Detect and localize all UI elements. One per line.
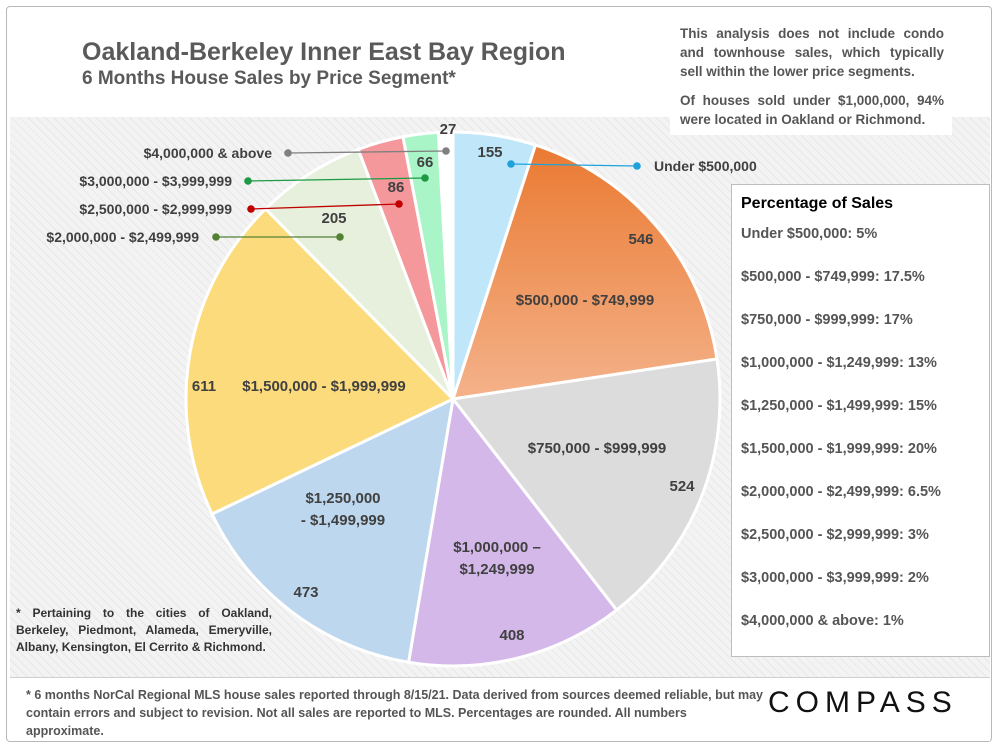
callout-leader-line — [250, 203, 400, 210]
percentage-item: $1,000,000 - $1,249,999: 13% — [741, 355, 937, 371]
pie-slice — [264, 147, 455, 401]
callout-label: Under $500,000 — [654, 158, 757, 174]
percentage-item: $500,000 - $749,999: 17.5% — [741, 269, 925, 285]
slice-category-label: $1,500,000 - $1,999,999 — [242, 378, 405, 395]
pie-slice — [210, 397, 455, 664]
footer: * 6 months NorCal Regional MLS house sal… — [10, 677, 990, 741]
slice-value-label: 205 — [321, 210, 346, 227]
percentage-item: $4,000,000 & above: 1% — [741, 613, 904, 629]
note-paragraph: This analysis does not include condo and… — [680, 26, 944, 79]
percentage-item: Under $500,000: 5% — [741, 226, 878, 242]
slice-value-label: 27 — [440, 121, 457, 138]
callout-leader-line — [510, 163, 638, 167]
pie-slice — [451, 143, 719, 401]
slice-value-label: 611 — [192, 378, 216, 395]
percentage-of-sales-box: Percentage of Sales Under $500,000: 5% $… — [731, 184, 990, 657]
callout-label: $2,000,000 - $2,499,999 — [46, 229, 199, 245]
callout-label: $4,000,000 & above — [144, 145, 273, 161]
callout-marker — [247, 205, 255, 213]
percentage-item: $3,000,000 - $3,999,999: 2% — [741, 570, 929, 586]
percentage-item: $1,500,000 - $1,999,999: 20% — [741, 441, 937, 457]
chart-title: Oakland-Berkeley Inner East Bay Region — [82, 38, 566, 66]
slice-category-label: $500,000 - $749,999 — [516, 292, 654, 309]
slice-value-label: 524 — [669, 478, 695, 495]
slice-category-label: $1,000,000 – $1,249,999 — [453, 539, 541, 578]
note-paragraph: Of houses sold under $1,000,000, 94% wer… — [680, 93, 944, 127]
compass-logo: COMPASS — [768, 686, 958, 719]
percentage-box-title: Percentage of Sales — [741, 195, 894, 212]
callout-marker — [507, 160, 515, 168]
cities-footnote: * Pertaining to the cities of Oakland, B… — [16, 606, 272, 654]
slice-value-label: 155 — [477, 144, 502, 161]
callout-marker — [442, 147, 450, 155]
callout-label: $2,500,000 - $2,999,999 — [79, 201, 232, 217]
callout-leader-line — [247, 177, 426, 182]
callout-marker — [395, 200, 403, 208]
slice-category-label: $750,000 - $999,999 — [528, 440, 666, 457]
analysis-note: This analysis does not include condo and… — [670, 20, 952, 135]
callout-marker — [244, 177, 252, 185]
footer-disclaimer: * 6 months NorCal Regional MLS house sal… — [26, 688, 764, 738]
slice-value-label: 408 — [499, 627, 524, 644]
callout-marker — [633, 162, 641, 170]
percentage-item: $1,250,000 - $1,499,999: 15% — [741, 398, 937, 414]
slice-category-label: $1,250,000- $1,499,999 — [301, 490, 385, 529]
slice-value-label: 66 — [417, 154, 434, 171]
figure-frame — [6, 6, 992, 742]
slice-value-label: 86 — [388, 179, 405, 196]
percentage-item: $2,000,000 - $2,499,999: 6.5% — [741, 484, 941, 500]
callout-label: $3,000,000 - $3,999,999 — [79, 173, 232, 189]
chart-subtitle: 6 Months House Sales by Price Segment* — [82, 68, 456, 89]
callout-marker — [284, 149, 292, 157]
pie-slice — [407, 397, 619, 668]
pie-slice — [451, 357, 722, 612]
callout-marker — [212, 233, 220, 241]
callout-leader-line — [287, 150, 447, 154]
percentage-item: $2,500,000 - $2,999,999: 3% — [741, 527, 929, 543]
callout-marker — [336, 233, 344, 241]
pie-slice — [436, 130, 455, 401]
percentage-item: $750,000 - $999,999: 17% — [741, 312, 913, 328]
slice-value-label: 473 — [293, 584, 318, 601]
callout-marker — [421, 174, 429, 182]
slice-value-label: 546 — [628, 231, 653, 248]
